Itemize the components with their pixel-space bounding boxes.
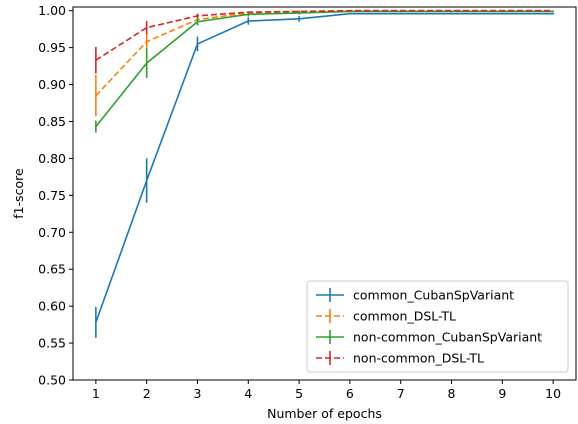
x-tick-label: 1 xyxy=(92,386,100,401)
legend-label: non-common_CubanSpVariant xyxy=(353,330,542,345)
x-tick-label: 4 xyxy=(244,386,252,401)
legend-label: common_CubanSpVariant xyxy=(353,288,514,303)
legend-entry: non-common_DSL-TL xyxy=(316,351,484,366)
legend-entry: non-common_CubanSpVariant xyxy=(316,330,542,345)
y-tick-label: 0.75 xyxy=(38,188,66,203)
series-line xyxy=(95,12,554,323)
series-common_CubanSpVariant xyxy=(95,12,554,338)
y-tick-label: 0.85 xyxy=(38,114,66,129)
x-tick-label: 7 xyxy=(397,386,405,401)
y-tick-label: 0.55 xyxy=(38,336,66,351)
x-tick-label: 9 xyxy=(498,386,506,401)
y-tick-label: 0.60 xyxy=(38,299,66,314)
y-tick-label: 0.95 xyxy=(38,40,66,55)
x-tick-label: 2 xyxy=(143,386,151,401)
y-tick-label: 1.00 xyxy=(38,3,66,18)
plot-frame xyxy=(72,6,577,381)
series-non-common_DSL-TL xyxy=(95,9,554,74)
legend-entry: common_CubanSpVariant xyxy=(316,288,514,303)
x-tick-label: 5 xyxy=(295,386,303,401)
legend-label: non-common_DSL-TL xyxy=(353,351,484,366)
y-tick-label: 0.50 xyxy=(38,373,66,388)
y-tick-label: 0.65 xyxy=(38,262,66,277)
legend-label: common_DSL-TL xyxy=(353,309,456,324)
x-axis-label: Number of epochs xyxy=(267,406,382,421)
y-tick-label: 0.70 xyxy=(38,225,66,240)
legend-entry: common_DSL-TL xyxy=(316,309,456,324)
x-tick-label: 3 xyxy=(194,386,202,401)
x-tick-label: 10 xyxy=(545,386,561,401)
series-line xyxy=(95,9,554,61)
x-tick-label: 6 xyxy=(346,386,354,401)
y-axis-label: f1-score xyxy=(11,168,26,219)
legend-box xyxy=(306,280,569,373)
y-tick-label: 0.90 xyxy=(38,77,66,92)
x-tick-label: 8 xyxy=(448,386,456,401)
y-tick-label: 0.80 xyxy=(38,151,66,166)
